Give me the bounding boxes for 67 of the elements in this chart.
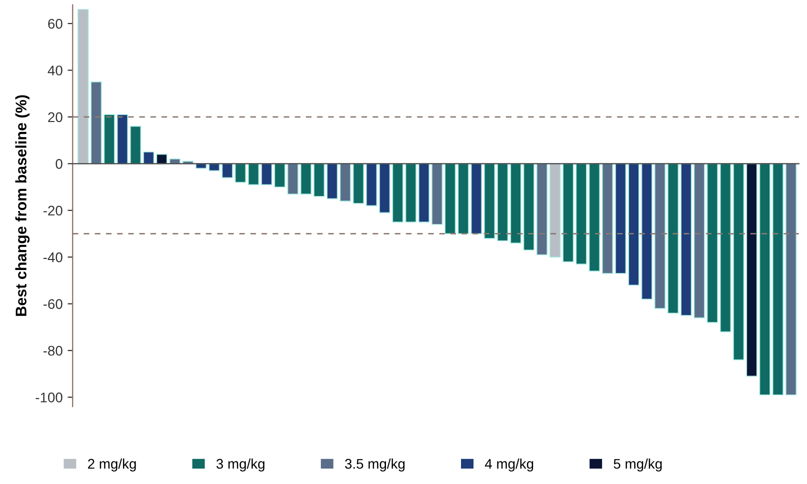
bar <box>536 163 548 256</box>
bar <box>143 152 154 164</box>
bar <box>208 163 220 172</box>
bar <box>615 163 626 274</box>
bar <box>694 163 705 318</box>
bar <box>654 163 666 309</box>
bar <box>156 154 168 164</box>
bar <box>261 163 272 186</box>
bar <box>628 163 640 286</box>
bar <box>484 163 496 239</box>
bar <box>78 9 89 164</box>
legend-label: 3 mg/kg <box>216 458 264 472</box>
bar <box>300 163 312 194</box>
y-tick-label: -60 <box>43 299 62 309</box>
bar <box>497 163 508 242</box>
bar <box>602 163 614 274</box>
y-tick-label: 40 <box>48 66 62 76</box>
bar <box>222 163 233 178</box>
bar <box>759 163 770 396</box>
bar <box>720 163 732 332</box>
y-tick-label: -40 <box>43 252 62 262</box>
legend-label: 2 mg/kg <box>88 458 136 472</box>
bar <box>340 163 351 202</box>
bar <box>641 163 652 300</box>
bar <box>668 163 679 314</box>
y-tick-label: 20 <box>48 112 62 122</box>
bar <box>444 163 456 234</box>
bar <box>392 163 404 222</box>
bar <box>405 163 416 222</box>
y-axis-title: Best change from baseline (%) <box>15 95 30 316</box>
bar <box>366 163 378 206</box>
legend-label: 4 mg/kg <box>484 458 534 472</box>
y-tick-label: -100 <box>36 392 62 402</box>
legend-label: 5 mg/kg <box>614 458 662 472</box>
y-tick-label: -20 <box>43 206 62 216</box>
bar <box>248 163 260 186</box>
bar <box>680 163 692 316</box>
bar <box>458 163 469 234</box>
y-tick-label: 0 <box>56 158 62 169</box>
legend-label: 3.5 mg/kg <box>344 458 405 472</box>
bar <box>116 114 128 164</box>
bar <box>352 163 364 204</box>
bar <box>562 163 574 262</box>
bar <box>326 163 338 200</box>
bar <box>90 81 102 164</box>
bar <box>746 163 758 377</box>
bar <box>234 163 246 183</box>
bar <box>733 163 744 360</box>
bar <box>470 163 482 234</box>
bar <box>523 163 534 250</box>
bar <box>588 163 600 272</box>
bar <box>510 163 522 244</box>
bar <box>314 163 325 197</box>
bar <box>550 163 561 258</box>
bar <box>576 163 587 265</box>
bar <box>130 126 142 164</box>
bar <box>287 163 298 194</box>
bar <box>786 163 797 396</box>
bar <box>706 163 718 323</box>
bar <box>379 163 390 214</box>
bar <box>772 163 784 396</box>
bar <box>418 163 430 222</box>
y-tick-label: 60 <box>48 18 62 29</box>
bar <box>432 163 443 225</box>
y-tick-label: -80 <box>43 346 62 356</box>
bar <box>274 163 286 188</box>
bar <box>104 114 115 164</box>
